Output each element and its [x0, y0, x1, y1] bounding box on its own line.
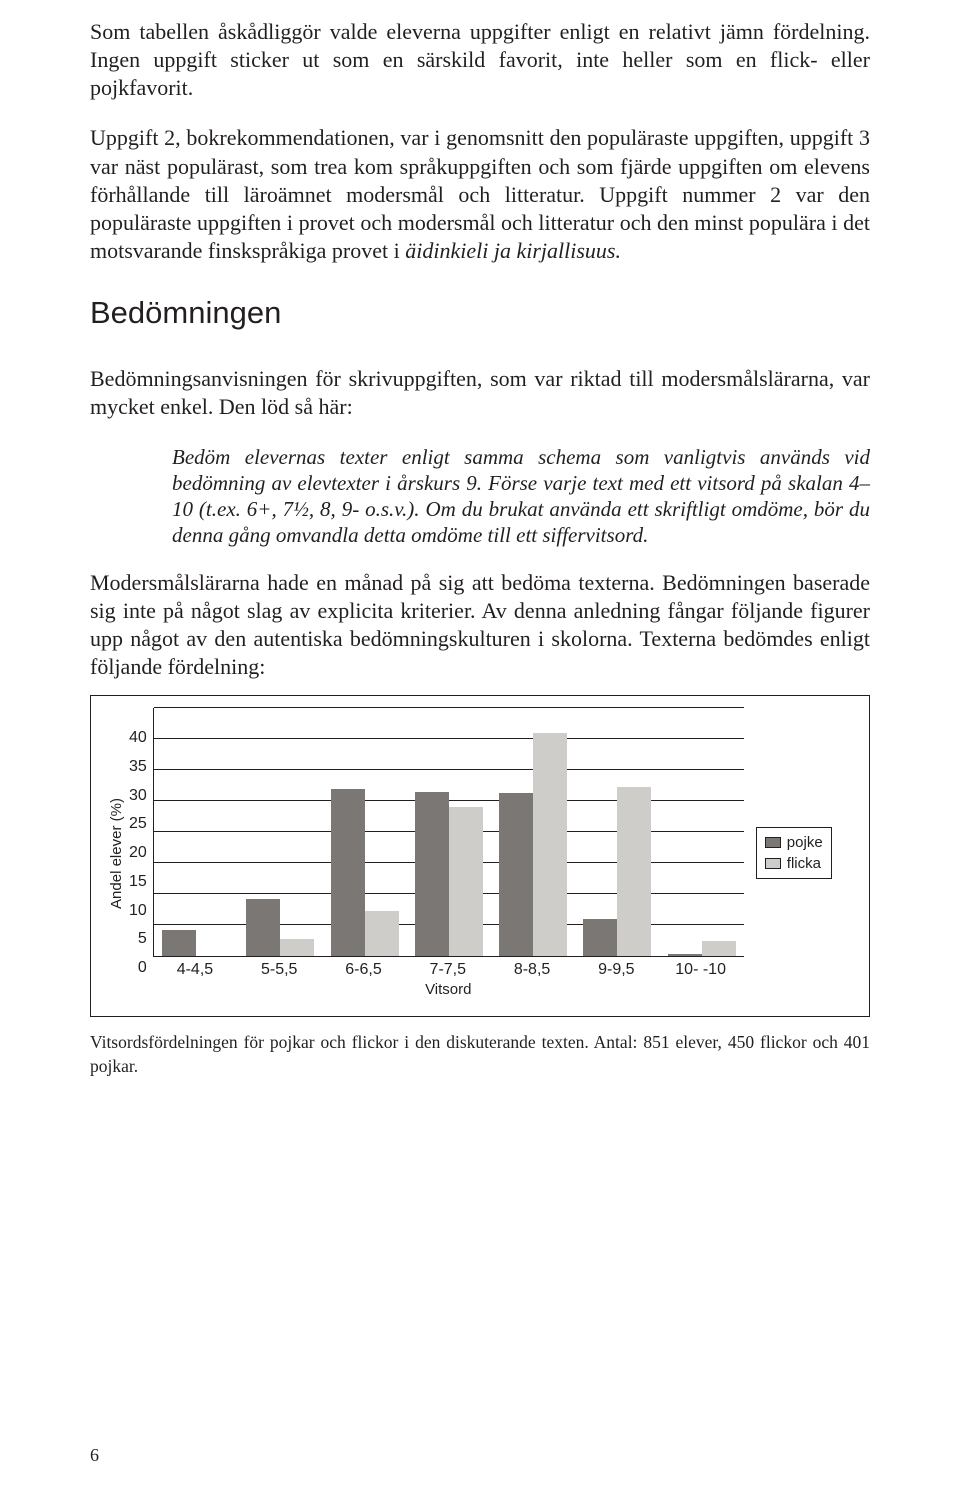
- legend-item: flicka: [765, 855, 823, 872]
- bar-group: [331, 789, 399, 956]
- y-tick-label: 40: [129, 729, 147, 747]
- legend-item: pojke: [765, 834, 823, 851]
- y-axis-ticks: 40 35 30 25 20 15 10 5 0: [129, 729, 153, 977]
- bar-group: [415, 792, 483, 956]
- bar-group: [499, 733, 567, 956]
- plot-area: [153, 708, 744, 957]
- plot-column: 4-4,55-5,56-6,57-7,58-8,59-9,510- -10 Vi…: [153, 708, 744, 998]
- x-tick-label: 7-7,5: [406, 961, 490, 979]
- paragraph-3: Bedömningsanvisningen för skrivuppgiften…: [90, 365, 870, 421]
- grade-distribution-chart: Andel elever (%) 40 35 30 25 20 15 10 5 0 4-4,55…: [90, 695, 870, 1017]
- bar-flicka: [533, 733, 567, 956]
- bars-container: [154, 708, 744, 956]
- x-tick-label: 5-5,5: [237, 961, 321, 979]
- bar-flicka: [365, 911, 399, 956]
- bar-flicka: [449, 807, 483, 956]
- y-axis-label-wrap: Andel elever (%): [103, 845, 129, 862]
- page: Som tabellen åskådliggör valde eleverna …: [0, 0, 960, 1488]
- assessment-instruction-quote: Bedöm elevernas texter enligt samma sche…: [172, 444, 870, 549]
- y-axis-label: Andel elever (%): [108, 798, 125, 909]
- bar-group: [246, 899, 314, 956]
- paragraph-1: Som tabellen åskådliggör valde eleverna …: [90, 18, 870, 102]
- x-axis-label: Vitsord: [153, 981, 744, 998]
- y-tick-label: 20: [129, 844, 147, 862]
- bar-group: [668, 941, 736, 957]
- chart-caption: Vitsordsfördelningen för pojkar och flic…: [90, 1031, 870, 1078]
- bar-pojke: [331, 789, 365, 956]
- paragraph-2: Uppgift 2, bokrekommendationen, var i ge…: [90, 124, 870, 265]
- legend-label: pojke: [787, 834, 823, 851]
- y-tick-label: 25: [129, 815, 147, 833]
- bar-pojke: [415, 792, 449, 956]
- bar-pojke: [499, 793, 533, 956]
- y-tick-label: 0: [138, 959, 147, 977]
- x-tick-label: 9-9,5: [574, 961, 658, 979]
- bar-pojke: [583, 919, 617, 956]
- paragraph-2-italic: äidinkieli ja kirjallisuus.: [405, 238, 621, 263]
- x-tick-label: 6-6,5: [321, 961, 405, 979]
- bar-pojke: [668, 954, 702, 956]
- legend-swatch: [765, 837, 781, 848]
- chart-inner: Andel elever (%) 40 35 30 25 20 15 10 5 0 4-4,55…: [103, 708, 857, 998]
- y-tick-label: 10: [129, 902, 147, 920]
- paragraph-4: Modersmålslärarna hade en månad på sig a…: [90, 569, 870, 682]
- bar-flicka: [702, 941, 736, 957]
- x-tick-label: 4-4,5: [153, 961, 237, 979]
- bar-pojke: [246, 899, 280, 956]
- bar-flicka: [617, 787, 651, 956]
- bar-group: [583, 787, 651, 956]
- bar-pojke: [162, 930, 196, 956]
- y-tick-label: 30: [129, 787, 147, 805]
- legend-label: flicka: [787, 855, 821, 872]
- bar-group: [162, 930, 230, 956]
- x-tick-label: 8-8,5: [490, 961, 574, 979]
- y-tick-label: 5: [138, 930, 147, 948]
- x-axis-ticks: 4-4,55-5,56-6,57-7,58-8,59-9,510- -10: [153, 961, 743, 979]
- y-tick-label: 15: [129, 873, 147, 891]
- legend-swatch: [765, 858, 781, 869]
- page-number: 6: [90, 1445, 99, 1466]
- y-tick-label: 35: [129, 758, 147, 776]
- section-heading: Bedömningen: [90, 295, 870, 331]
- x-tick-label: 10- -10: [658, 961, 742, 979]
- chart-legend: pojke flicka: [756, 827, 832, 879]
- bar-flicka: [280, 939, 314, 956]
